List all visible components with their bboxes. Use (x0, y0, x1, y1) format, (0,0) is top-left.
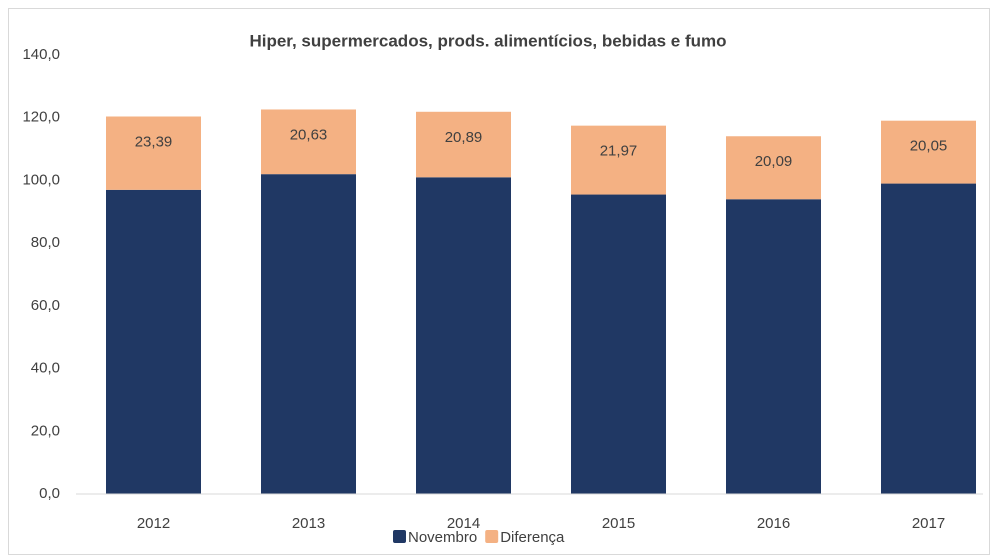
bar-segment (416, 111, 511, 178)
bar-segment (261, 109, 356, 175)
data-label: 20,09 (755, 153, 793, 170)
x-tick-label: 2015 (602, 515, 635, 532)
x-tick-label: 2014 (447, 515, 480, 532)
bar-segment (726, 136, 821, 200)
data-label: 21,97 (600, 143, 638, 160)
bar-segment (881, 120, 976, 184)
data-label: 20,63 (290, 126, 328, 143)
bar-segment (416, 177, 511, 495)
bar-segment (261, 174, 356, 494)
y-tick-label: 20,0 (31, 422, 60, 439)
y-tick-label: 40,0 (31, 360, 60, 377)
bar-segment (881, 183, 976, 495)
bar-segment (571, 125, 666, 195)
y-tick-label: 80,0 (31, 234, 60, 251)
y-tick-label: 60,0 (31, 297, 60, 314)
y-tick-label: 140,0 (22, 46, 60, 63)
bar-segment (106, 189, 201, 495)
x-tick-label: 2016 (757, 515, 790, 532)
data-label: 23,39 (135, 133, 173, 150)
legend-label: Diferença (500, 529, 565, 546)
legend-label: Novembro (408, 529, 477, 546)
bar-segment (571, 194, 666, 494)
x-tick-label: 2012 (137, 515, 170, 532)
y-tick-label: 100,0 (22, 171, 60, 188)
bar-segment (726, 199, 821, 494)
chart-title: Hiper, supermercados, prods. alimentício… (249, 31, 726, 50)
bar-segment (106, 116, 201, 190)
legend-swatch (485, 530, 499, 543)
y-tick-label: 120,0 (22, 109, 60, 126)
y-tick-label: 0,0 (39, 485, 60, 502)
data-label: 20,89 (445, 129, 483, 146)
data-label: 20,05 (910, 138, 948, 155)
x-tick-label: 2013 (292, 515, 325, 532)
x-tick-label: 2017 (912, 515, 945, 532)
legend-swatch (393, 530, 406, 543)
